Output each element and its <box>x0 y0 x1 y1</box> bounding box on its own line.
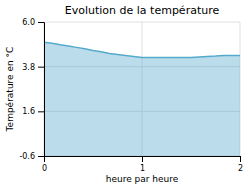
axis-line <box>45 157 241 163</box>
tick-label: 1 <box>140 164 145 173</box>
y-axis: -0.6 1.6 3.8 6.0 <box>19 18 44 161</box>
tick: 0 <box>42 156 47 173</box>
tick-mark <box>240 156 241 162</box>
tick-label: 0 <box>42 164 47 173</box>
tick-label: -0.6 <box>19 152 35 161</box>
chart: 0 1 2 -0.6 1.6 3.8 6.0 Evolution de la températ… <box>0 0 250 188</box>
title: Evolution de la température <box>65 4 220 17</box>
y-axis-label: Température en °C <box>5 47 15 133</box>
area <box>44 42 240 156</box>
tick-mark <box>142 156 143 162</box>
tick: 1.6 <box>22 107 44 116</box>
axis-line <box>38 23 45 157</box>
tick: -0.6 <box>19 152 44 161</box>
tick-mark <box>38 156 44 157</box>
tick-mark <box>38 22 44 23</box>
tick-mark <box>38 111 44 112</box>
grid <box>44 22 240 156</box>
tick-label: 1.6 <box>22 107 35 116</box>
tick: 6.0 <box>22 18 44 27</box>
tick: 1 <box>140 156 145 173</box>
tick: 3.8 <box>22 63 44 72</box>
tick-label: 3.8 <box>22 63 35 72</box>
tick-label: 2 <box>238 164 243 173</box>
x-axis-label: heure par heure <box>106 174 179 184</box>
data-area <box>44 42 240 156</box>
tick-mark <box>38 67 44 68</box>
x-axis: 0 1 2 <box>42 156 243 173</box>
line <box>44 42 240 57</box>
plot: 0 1 2 -0.6 1.6 3.8 6.0 <box>19 18 243 173</box>
tick-label: 6.0 <box>22 18 35 27</box>
tick: 2 <box>238 156 243 173</box>
